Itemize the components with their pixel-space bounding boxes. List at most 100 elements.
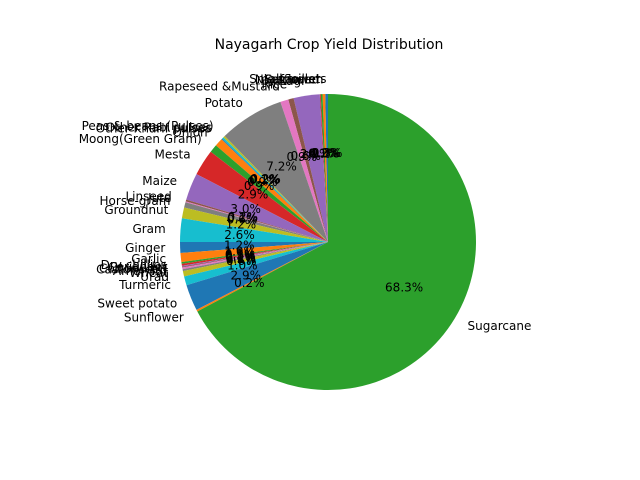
slice-percent-ragi: 2.9% bbox=[300, 147, 331, 161]
pie-slice-cotton-lint bbox=[181, 242, 328, 267]
slice-percent-coriander: 0.2% bbox=[225, 249, 256, 263]
slice-percent-sunflower: 0.2% bbox=[234, 276, 265, 290]
pie-slice-safflower bbox=[320, 94, 328, 243]
pie-slice-linseed bbox=[185, 199, 328, 242]
pie-slice-ginger bbox=[180, 242, 328, 253]
pie-slice-gram bbox=[180, 218, 328, 242]
slice-percent-rapeseed-mustard: 0.9% bbox=[287, 150, 318, 164]
pie-slice-sunflower bbox=[196, 242, 328, 312]
slice-label-other-rabi-pulses: Other Rabi pulses bbox=[106, 121, 213, 135]
slice-percent-peas-beans-pulses: 0.2% bbox=[250, 172, 281, 186]
slice-label-moong-green-gram: Moong(Green Gram) bbox=[79, 132, 202, 146]
pie-slice-onion bbox=[215, 139, 328, 242]
slice-label-turmeric: Turmeric bbox=[118, 278, 171, 292]
pie-slice-mesta bbox=[196, 151, 328, 242]
slice-label-sesamum: Sesamum bbox=[264, 72, 324, 86]
slice-percent-jute: 0.1% bbox=[227, 211, 258, 225]
slice-label-arhar-tur: Arhar/Tur bbox=[113, 264, 168, 278]
pie-slice-potato bbox=[224, 101, 328, 242]
slice-label-ginger: Ginger bbox=[125, 241, 165, 255]
slice-label-sugarcane: Sugarcane bbox=[468, 319, 532, 333]
pie-slice-dry-chillies bbox=[181, 242, 328, 264]
pie-slice-groundnut bbox=[181, 207, 328, 242]
slice-percent-sweet-potato: 2.9% bbox=[231, 268, 262, 282]
slice-percent-cotton-lint: 0.1% bbox=[225, 249, 256, 263]
slice-percent-other-rabi-pulses: 0.2% bbox=[250, 173, 281, 187]
slice-percent-rice: 0.6% bbox=[290, 149, 321, 163]
slice-label-rapeseed-mustard: Rapeseed &Mustard bbox=[159, 79, 280, 93]
slice-percent-dry-chillies: 0.2% bbox=[225, 248, 256, 262]
slice-percent-maize: 3.0% bbox=[230, 202, 261, 216]
pie-slice-sugarcane bbox=[197, 94, 476, 390]
slice-percent-garlic: 1.0% bbox=[224, 244, 255, 258]
pie-slice-other-kharif-pulses bbox=[221, 138, 328, 242]
slice-label-coriander: Coriander bbox=[108, 260, 167, 274]
slice-percent-groundnut: 1.2% bbox=[226, 218, 257, 232]
slice-label-garlic: Garlic bbox=[131, 252, 166, 266]
slice-percent-arhar-tur: 0.2% bbox=[225, 251, 256, 265]
slice-label-cotton-lint: Cotton(lint) bbox=[99, 262, 167, 276]
slice-label-ragi: Ragi bbox=[278, 74, 304, 88]
pie-slice-small-millets bbox=[325, 94, 328, 242]
slice-percent-urad: 0.6% bbox=[226, 254, 257, 268]
slice-percent-small-millets: 0.3% bbox=[312, 146, 343, 160]
pie-slice-castor-seed bbox=[182, 242, 328, 268]
slice-label-castor-seed: Castor seed bbox=[96, 263, 167, 277]
slice-percent-niger-seed: 0.1% bbox=[308, 146, 339, 160]
pie-slice-garlic bbox=[180, 242, 328, 263]
slice-label-potato: Potato bbox=[205, 96, 243, 110]
slice-percent-ginger: 1.2% bbox=[224, 238, 255, 252]
slice-label-horse-gram: Horse-gram bbox=[100, 194, 171, 208]
slice-percent-gram: 2.6% bbox=[224, 228, 255, 242]
pie-slice-horse-gram bbox=[184, 202, 328, 242]
pie-slice-maize bbox=[186, 174, 328, 242]
slice-percent-castor-seed: 0.1% bbox=[225, 250, 256, 264]
slice-label-urad: Urad bbox=[140, 270, 169, 284]
slice-label-wheat: Wheat bbox=[129, 266, 168, 280]
pie-slice-peas-beans-pulses bbox=[223, 136, 328, 242]
slice-percent-sugarcane: 68.3% bbox=[385, 281, 423, 295]
slice-label-peas-beans-pulses: Peas & beans (Pulses) bbox=[82, 119, 214, 133]
chart-title: Nayagarh Crop Yield Distribution bbox=[215, 37, 444, 53]
pie-slice-moong-green-gram bbox=[210, 145, 328, 242]
slice-label-other-kharif-pulses: Other Kharif pulses bbox=[96, 122, 211, 136]
pie-slice-arhar-tur bbox=[182, 242, 328, 270]
slice-label-rice: Rice bbox=[262, 77, 288, 91]
slice-percent-safflower: 0.2% bbox=[309, 146, 340, 160]
pie-slice-wheat bbox=[182, 242, 328, 272]
pie-slice-rice bbox=[288, 98, 328, 243]
slice-label-niger-seed: Niger seed bbox=[255, 72, 320, 86]
slice-percent-other-kharif-pulses: 0.1% bbox=[249, 173, 280, 187]
slice-label-maize: Maize bbox=[142, 174, 177, 188]
slice-label-dry-chillies: Dry chillies bbox=[101, 258, 167, 272]
pie-slice-turmeric bbox=[184, 242, 328, 286]
slice-percent-onion: 0.9% bbox=[247, 175, 278, 189]
pie-slice-ragi bbox=[293, 94, 328, 242]
slice-label-sweet-potato: Sweet potato bbox=[97, 296, 177, 310]
slice-percent-wheat: 0.2% bbox=[226, 252, 257, 266]
pie-slices bbox=[180, 94, 476, 390]
slice-label-safflower: Safflower bbox=[265, 72, 321, 86]
pie-slice-other-rabi-pulses bbox=[222, 137, 328, 242]
slice-percent-potato: 7.2% bbox=[266, 159, 297, 173]
slice-percent-horse-gram: 0.6% bbox=[227, 213, 258, 227]
slice-label-gram: Gram bbox=[132, 222, 165, 236]
slice-label-mesta: Mesta bbox=[155, 148, 191, 162]
pie-slice-rapeseed-mustard bbox=[280, 99, 328, 243]
slice-label-small-millets: Small millets bbox=[249, 72, 326, 86]
pie-percent-labels: 0.3%0.3%0.2%0.1%2.9%0.6%0.9%7.2%0.2%0.2%… bbox=[224, 146, 423, 295]
slice-percent-turmeric: 1.0% bbox=[227, 258, 258, 272]
slice-label-linseed: Linseed bbox=[125, 189, 171, 203]
slice-label-onion: Onion bbox=[172, 125, 207, 139]
pie-slice-sesamum bbox=[322, 94, 328, 242]
slice-label-groundnut: Groundnut bbox=[104, 203, 168, 217]
pie-slice-coriander bbox=[181, 242, 328, 266]
slice-percent-linseed: 0.2% bbox=[228, 210, 259, 224]
pie-slice-niger-seed bbox=[319, 94, 328, 242]
pie-slice-jute bbox=[185, 201, 328, 242]
slice-percent-moong-green-gram: 0.9% bbox=[244, 179, 275, 193]
slice-label-jute: Jute bbox=[147, 191, 171, 205]
